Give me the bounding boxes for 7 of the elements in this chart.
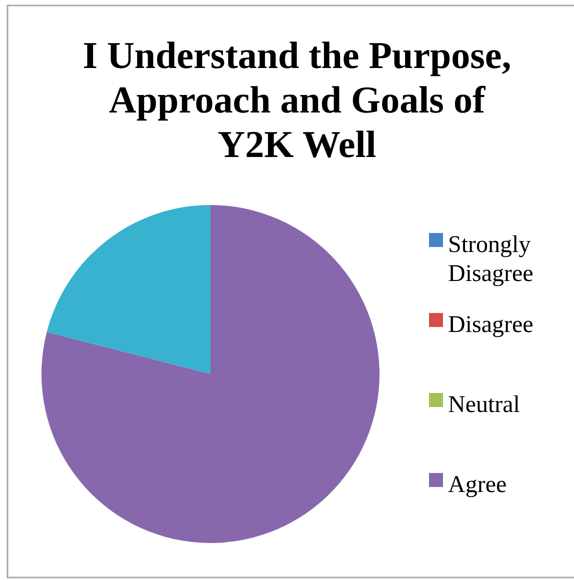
pie-slice [42,205,380,543]
legend-label: Agree [448,472,507,498]
legend-label: Neutral [448,392,520,418]
legend-label: Strongly Disagree [448,232,534,287]
pie-slice [46,205,210,374]
chart-title: I Understand the Purpose, Approach and Goals of Y2K Well [82,35,512,166]
legend-label: Disagree [448,312,534,338]
